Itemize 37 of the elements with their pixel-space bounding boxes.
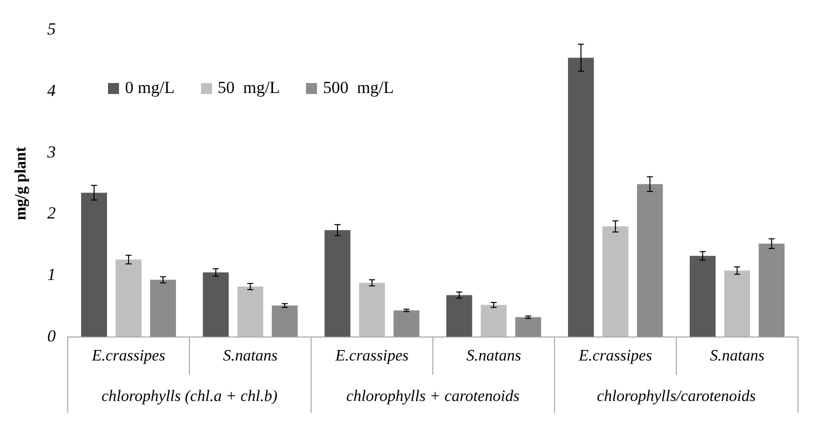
bar <box>636 184 663 337</box>
y-tick-label: 3 <box>46 142 56 162</box>
y-tick-label: 2 <box>47 204 56 223</box>
legend-label: 0 mg/L <box>125 78 175 98</box>
legend-label: 50 mg/L <box>218 78 280 98</box>
x-tick-label: S.natans <box>710 348 764 365</box>
y-axis-title: mg/g plant <box>12 146 30 220</box>
bar <box>116 260 142 337</box>
bar <box>324 230 350 337</box>
y-tick-label: 4 <box>47 80 56 100</box>
bar <box>602 226 628 337</box>
text: chlorophylls + carotenoids <box>346 388 520 406</box>
bar <box>724 270 750 337</box>
bar <box>202 272 229 337</box>
text: chlorophylls/carotenoids <box>596 388 756 406</box>
bar <box>272 306 298 337</box>
bar <box>690 256 716 337</box>
bar <box>758 244 785 337</box>
bar <box>394 310 420 337</box>
bar <box>480 304 507 337</box>
bar <box>359 282 385 337</box>
x-tick-label: S.natans <box>466 348 522 365</box>
text: chlorophylls (chl.a + chl.b) <box>101 388 278 406</box>
bar <box>568 58 594 337</box>
bar <box>150 280 176 337</box>
y-tick-label: 0 <box>47 326 56 346</box>
y-tick-label: 5 <box>47 20 56 39</box>
x-tick-label: E.crassipes <box>334 348 409 365</box>
x-tick-label: S.natans <box>222 348 278 365</box>
bar <box>446 295 472 337</box>
bar <box>81 192 108 337</box>
x-tick-label: E.crassipes <box>578 348 652 365</box>
y-tick-label: 1 <box>47 264 56 284</box>
bar <box>237 286 264 337</box>
bar <box>515 317 542 337</box>
legend-label: 500 mg/L <box>322 78 394 98</box>
x-tick-label: E.crassipes <box>90 348 166 365</box>
